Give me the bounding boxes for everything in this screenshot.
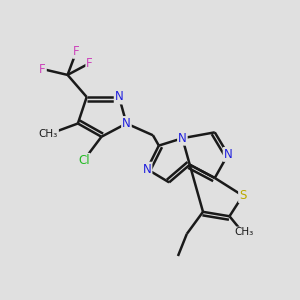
Text: S: S bbox=[239, 189, 246, 202]
Text: Cl: Cl bbox=[78, 154, 90, 167]
Text: F: F bbox=[86, 57, 93, 70]
Text: N: N bbox=[224, 148, 233, 161]
Text: CH₃: CH₃ bbox=[39, 129, 58, 139]
Text: N: N bbox=[122, 117, 131, 130]
Text: N: N bbox=[115, 91, 124, 103]
Text: F: F bbox=[39, 62, 46, 76]
Text: F: F bbox=[73, 45, 80, 58]
Text: N: N bbox=[178, 132, 187, 145]
Text: N: N bbox=[143, 163, 152, 176]
Text: CH₃: CH₃ bbox=[235, 227, 254, 237]
